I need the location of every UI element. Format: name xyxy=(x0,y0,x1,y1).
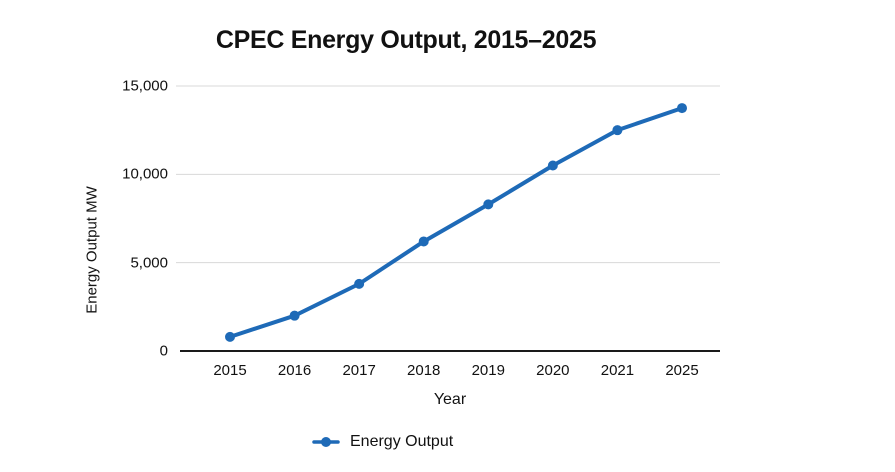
data-point xyxy=(483,199,494,210)
y-tick-label: 10,000 xyxy=(122,165,168,183)
x-axis-title: Year xyxy=(433,391,467,408)
data-point xyxy=(354,278,365,289)
data-point xyxy=(677,103,687,114)
x-tick-label: 2016 xyxy=(277,362,312,379)
data-point xyxy=(612,125,623,136)
y-tick-label: 15,000 xyxy=(122,77,168,95)
data-point xyxy=(547,160,558,171)
legend-line-marker-icon xyxy=(312,437,340,447)
x-tick-label: 2020 xyxy=(536,362,570,379)
data-point xyxy=(289,310,300,321)
chart-title: CPEC Energy Output, 2015–2025 xyxy=(215,26,597,54)
legend-label: Energy Output xyxy=(350,433,454,450)
x-tick-label: 2025 xyxy=(665,362,699,379)
x-tick-label: 2019 xyxy=(471,362,505,379)
x-tick-label: 2021 xyxy=(600,362,635,379)
x-tick-label: 2017 xyxy=(342,362,376,379)
y-tick-label: 0 xyxy=(159,342,168,360)
data-point xyxy=(225,331,235,342)
data-point xyxy=(418,236,429,247)
legend: Energy Output xyxy=(312,433,453,451)
x-tick-label: 2015 xyxy=(213,362,247,379)
y-tick-label: 5,000 xyxy=(130,254,168,272)
x-tick-label: 2018 xyxy=(407,362,441,379)
data-line xyxy=(228,106,684,339)
